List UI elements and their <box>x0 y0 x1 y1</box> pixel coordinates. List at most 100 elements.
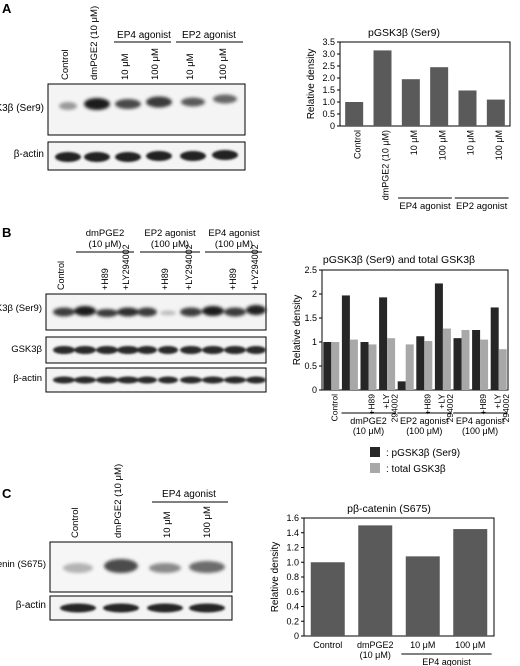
blot-b-lane-label: +LY294002 <box>184 244 194 290</box>
blot-a-bands-actin <box>55 150 238 162</box>
bar <box>310 562 345 636</box>
blot-b-bands-actin <box>53 376 266 384</box>
bar <box>434 283 443 390</box>
y-tick-label: 0 <box>294 631 299 641</box>
blot-b-bands-pgsk3b <box>53 305 266 317</box>
bar <box>323 342 332 390</box>
group-label: EP4 agonist <box>422 657 471 666</box>
bar <box>472 330 481 390</box>
bar <box>345 102 364 126</box>
chart-a: 0 0.5 1.0 1.5 2.0 2.5 3.0 3.5 Relative density Co… <box>306 37 511 212</box>
plot-frame <box>339 41 511 127</box>
blot-b-lane-label: Control <box>56 261 66 290</box>
x-tick-label: Control <box>352 130 362 159</box>
y-tick-label: 2.0 <box>322 73 335 83</box>
x-tick-label: 10 μM <box>410 640 435 650</box>
bar <box>379 297 388 390</box>
panel-c: C EP4 agonist Control dmPGE2 (10 μM) 10 … <box>0 464 495 666</box>
y-tick-label: 0 <box>312 385 317 395</box>
y-tick-label: 1 <box>312 337 317 347</box>
blot-b-row-label: β-actin <box>13 373 42 384</box>
y-tick-label: 2.5 <box>322 61 335 71</box>
y-tick-label: 1.6 <box>286 513 299 523</box>
bar <box>349 339 358 390</box>
legend-label-pgsk3b: : pGSK3β (Ser9) <box>386 448 460 459</box>
bar <box>368 344 377 390</box>
blot-b-lane-label: +LY294002 <box>250 244 260 290</box>
bar <box>387 338 396 390</box>
y-tick-label: 1.0 <box>322 97 335 107</box>
blot-a-lane-label: 10 μM <box>120 53 131 80</box>
y-tick-label: 1.2 <box>286 543 299 553</box>
panel-a-letter: A <box>2 1 12 16</box>
x-tick-label: 10 μM <box>466 130 476 155</box>
blot-a-lane-label: 100 μM <box>218 48 229 80</box>
chart-b-title: pGSK3β (Ser9) and total GSK3β <box>323 254 475 266</box>
blot-c-lane-label: dmPGE2 (10 μM) <box>113 464 124 538</box>
legend-label-total-gsk3b: : total GSK3β <box>386 464 446 475</box>
y-tick-label: 2 <box>312 289 317 299</box>
blot-c-row-label: β-actin <box>16 600 46 611</box>
x-tick-label: 100 μM <box>455 640 485 650</box>
blot-b-group-label: EP2 agonist <box>144 228 196 239</box>
blot-c-lane-label: Control <box>70 507 81 538</box>
x-tick-label: (10 μM) <box>360 650 391 660</box>
bar <box>331 342 340 390</box>
blot-a-lane-label: 10 μM <box>185 53 196 80</box>
y-tick-label: 0.2 <box>286 616 299 626</box>
blot-b-group-sub: (100 μM) <box>151 239 189 250</box>
y-axis-label: Relative density <box>292 295 303 366</box>
bar <box>360 342 369 390</box>
bar <box>458 90 477 126</box>
blot-b-row-label: GSK3β <box>11 344 42 355</box>
y-tick-label: 0.6 <box>286 587 299 597</box>
x-tick-label: dmPGE2 (10 μM) <box>381 130 391 200</box>
bar <box>424 341 433 390</box>
legend-swatch-pgsk3b <box>370 447 380 457</box>
group-sublabel: (100 μM) <box>462 426 498 436</box>
bar <box>405 344 414 390</box>
panel-b: B dmPGE2 (10 μM) EP2 agonist (100 μM) EP… <box>0 225 511 475</box>
blot-b-lane-label: +H89 <box>100 268 110 290</box>
x-tick-label: +H89 <box>422 394 432 415</box>
chart-b: 0 0.5 1 1.5 2 2.5 Relative density Control +H89 +… <box>292 265 511 436</box>
bar <box>461 330 470 390</box>
blot-b-lane-label: +LY294002 <box>121 244 131 290</box>
blot-a-bands-pgsk3b <box>59 94 237 110</box>
y-axis-label: Relative density <box>306 49 317 120</box>
panel-a: A Control dmPGE2 (10 μM) 10 μM 100 μM 10… <box>0 1 511 212</box>
bar <box>498 349 507 390</box>
blot-a-lane-label: dmPGE2 (10 μM) <box>89 6 100 80</box>
blot-c-bands-pcatenin <box>63 559 225 573</box>
y-tick-label: 1.5 <box>304 313 317 323</box>
blot-c-bands-actin <box>60 603 225 613</box>
bar <box>490 307 499 390</box>
x-tick-label: +LY294002 <box>437 394 456 423</box>
bar <box>442 328 451 390</box>
x-tick-label: +H89 <box>366 394 376 415</box>
group-label: EP2 agonist <box>456 201 508 212</box>
y-tick-label: 1.4 <box>286 528 299 538</box>
bar <box>453 338 462 390</box>
bar <box>341 295 350 390</box>
blot-b-bands-gsk3b <box>53 346 266 354</box>
bar <box>430 67 449 126</box>
group-label: dmPGE2 <box>350 416 387 426</box>
blot-b-lane-label: +H89 <box>160 268 170 290</box>
blot-a-row-label: pGSK3β (Ser9) <box>0 103 44 114</box>
group-label: EP2 agonist <box>400 416 449 426</box>
plot-frame <box>321 269 509 391</box>
blot-b-lane-label: +H89 <box>228 268 238 290</box>
x-tick-label: 10 μM <box>409 130 419 155</box>
bar <box>397 381 406 390</box>
y-tick-label: 3.5 <box>322 37 335 47</box>
chart-b-legend: : pGSK3β (Ser9) : total GSK3β <box>370 447 460 475</box>
x-tick-label: 100 μM <box>494 130 504 160</box>
blot-a-group-label: EP2 agonist <box>182 30 236 41</box>
blot-b-group-label: dmPGE2 <box>86 228 125 239</box>
bar <box>480 339 489 390</box>
x-tick-label: dmPGE2 <box>357 640 394 650</box>
bar <box>416 336 425 390</box>
bar <box>405 556 440 636</box>
